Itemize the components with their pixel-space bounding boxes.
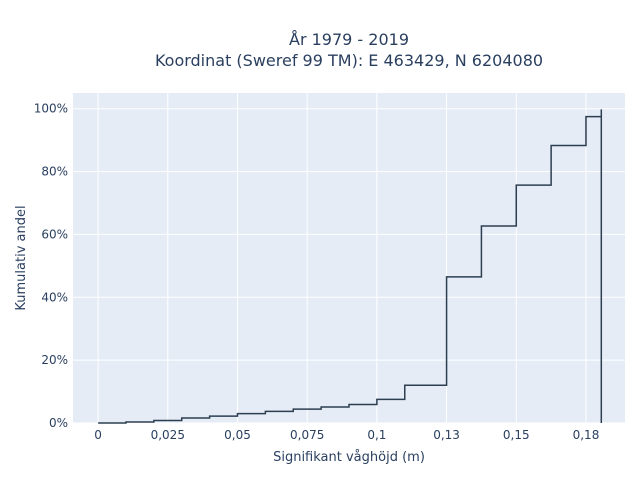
grid-lines xyxy=(73,93,625,424)
cumulative-step-line xyxy=(98,109,603,424)
x-tick-label: 0 xyxy=(94,428,102,442)
series-layer xyxy=(98,109,603,424)
x-tick-label: 0,025 xyxy=(151,428,185,442)
y-tick-label: 100% xyxy=(34,102,68,116)
plot-area xyxy=(73,93,625,423)
y-tick-label: 20% xyxy=(41,353,68,367)
x-tick-label: 0,075 xyxy=(290,428,324,442)
chart-title-line1: År 1979 - 2019 xyxy=(289,30,409,49)
x-tick-label: 0,13 xyxy=(433,428,460,442)
y-tick-label: 60% xyxy=(41,227,68,241)
y-tick-label: 40% xyxy=(41,290,68,304)
x-tick-label: 0,18 xyxy=(573,428,600,442)
tick-labels: 0 0,025 0,05 0,075 0,1 0,13 0,15 0,18 0% 20% 40% 60… xyxy=(34,102,600,442)
x-axis-title: Signifikant våghöjd (m) xyxy=(273,450,425,465)
y-axis-title: Kumulativ andel xyxy=(14,205,29,310)
x-tick-label: 0,1 xyxy=(367,428,386,442)
y-tick-label: 80% xyxy=(41,165,68,179)
x-tick-label: 0,05 xyxy=(224,428,251,442)
y-tick-label: 0% xyxy=(49,416,68,430)
x-tick-label: 0,15 xyxy=(503,428,530,442)
chart-title-line2: Koordinat (Sweref 99 TM): E 463429, N 62… xyxy=(155,51,543,70)
